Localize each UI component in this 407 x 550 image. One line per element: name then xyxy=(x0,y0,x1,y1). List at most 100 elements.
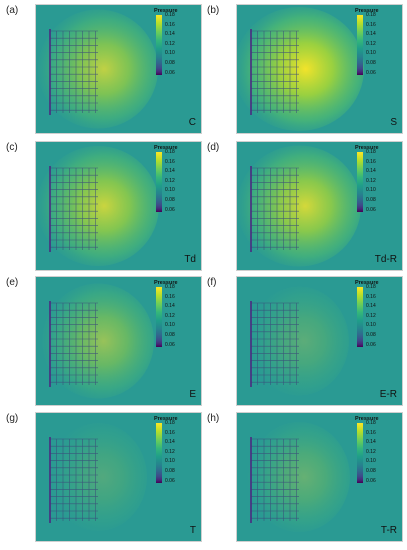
panel-letter: (c) xyxy=(6,142,18,153)
pressure-field xyxy=(236,276,403,406)
colorbar-tick: 0.06 xyxy=(366,477,376,484)
pressure-legend: Pressure 0.18 0.16 0.14 0.12 0.10 0.08 0.06 xyxy=(355,280,399,350)
colorbar-tick: 0.14 xyxy=(366,31,376,38)
colorbar-tick: 0.16 xyxy=(366,158,376,165)
pressure-field xyxy=(236,4,403,134)
pressure-bulge xyxy=(248,422,350,532)
colorbar-tick: 0.14 xyxy=(165,439,175,446)
pressure-panel: Pressure 0.18 0.16 0.14 0.12 0.10 0.08 0.06 C xyxy=(35,4,202,134)
colorbar-tick: 0.18 xyxy=(366,284,376,290)
pressure-legend: Pressure 0.18 0.16 0.14 0.12 0.10 0.08 0.06 xyxy=(154,280,198,350)
colorbar-tick: 0.12 xyxy=(165,448,175,455)
colorbar-tick: 0.10 xyxy=(165,322,175,329)
panel-letter: (g) xyxy=(6,413,19,424)
colorbar-tick: 0.08 xyxy=(165,197,175,203)
pressure-panel: Pressure 0.18 0.16 0.14 0.12 0.10 0.08 0.06 E-R xyxy=(236,276,403,406)
colorbar-tick: 0.14 xyxy=(366,303,376,310)
colorbar-tick: 0.14 xyxy=(165,31,175,38)
colorbar xyxy=(357,152,363,212)
pressure-legend: Pressure 0.18 0.16 0.14 0.12 0.10 0.08 0.06 xyxy=(154,8,198,78)
legend-title: Pressure xyxy=(154,416,178,422)
colorbar-tick: 0.16 xyxy=(366,429,376,436)
colorbar-tick: 0.06 xyxy=(165,206,175,213)
colorbar-tick: 0.10 xyxy=(366,50,376,57)
pressure-panel: Pressure 0.18 0.16 0.14 0.12 0.10 0.08 0.06 E xyxy=(35,276,202,406)
pressure-field xyxy=(35,412,202,542)
colorbar-tick: 0.18 xyxy=(165,420,175,426)
legend-title: Pressure xyxy=(154,145,178,151)
legend-title: Pressure xyxy=(355,416,379,422)
colorbar-tick: 0.12 xyxy=(366,177,376,184)
colorbar xyxy=(156,287,162,347)
pressure-field xyxy=(35,276,202,406)
colorbar-tick: 0.16 xyxy=(366,293,376,300)
case-label: T-R xyxy=(380,525,397,536)
colorbar-tick: 0.06 xyxy=(366,341,376,348)
colorbar-tick: 0.08 xyxy=(366,197,376,203)
colorbar-tick: 0.12 xyxy=(165,177,175,184)
panel-letter: (a) xyxy=(6,5,19,16)
pressure-bulge xyxy=(237,7,364,131)
legend-title: Pressure xyxy=(355,145,379,151)
colorbar-tick: 0.14 xyxy=(366,168,376,175)
pressure-panel: Pressure 0.18 0.16 0.14 0.12 0.10 0.08 0.06 S xyxy=(236,4,403,134)
colorbar-tick: 0.16 xyxy=(165,21,175,28)
colorbar-tick: 0.10 xyxy=(366,322,376,329)
pressure-bulge xyxy=(42,283,154,399)
pressure-panel: Pressure 0.18 0.16 0.14 0.12 0.10 0.08 0.06 Td xyxy=(35,141,202,271)
pressure-bulge xyxy=(38,9,158,129)
case-label: E xyxy=(189,389,196,400)
rod-array xyxy=(49,438,98,521)
pressure-bulge xyxy=(37,146,159,266)
colorbar xyxy=(156,15,162,75)
case-label: C xyxy=(188,117,196,128)
colorbar-tick: 0.14 xyxy=(366,439,376,446)
colorbar-tick: 0.06 xyxy=(366,69,376,76)
pressure-legend: Pressure 0.18 0.16 0.14 0.12 0.10 0.08 0.06 xyxy=(355,416,399,486)
pressure-panel: Pressure 0.18 0.16 0.14 0.12 0.10 0.08 0.06 Td-R xyxy=(236,141,403,271)
pressure-field xyxy=(35,4,202,134)
rod-array xyxy=(250,30,299,113)
pressure-panel: Pressure 0.18 0.16 0.14 0.12 0.10 0.08 0.06 T xyxy=(35,412,202,542)
colorbar-tick: 0.14 xyxy=(165,168,175,175)
colorbar xyxy=(357,287,363,347)
pressure-legend: Pressure 0.18 0.16 0.14 0.12 0.10 0.08 0.06 xyxy=(154,416,198,486)
colorbar xyxy=(156,152,162,212)
colorbar-tick: 0.10 xyxy=(165,50,175,57)
colorbar-tick: 0.18 xyxy=(165,12,175,18)
panel-letter: (e) xyxy=(6,277,19,288)
colorbar-tick: 0.08 xyxy=(366,468,376,474)
colorbar-tick: 0.06 xyxy=(165,69,175,76)
panel-letter: (f) xyxy=(207,277,217,288)
colorbar-tick: 0.18 xyxy=(366,12,376,18)
pressure-bulge xyxy=(237,145,361,267)
pressure-legend: Pressure 0.18 0.16 0.14 0.12 0.10 0.08 0.06 xyxy=(355,145,399,215)
colorbar-tick: 0.08 xyxy=(366,332,376,338)
colorbar-tick: 0.06 xyxy=(165,477,175,484)
colorbar-tick: 0.16 xyxy=(165,158,175,165)
colorbar-tick: 0.18 xyxy=(165,284,175,290)
colorbar-tick: 0.16 xyxy=(165,429,175,436)
colorbar-tick: 0.12 xyxy=(165,40,175,47)
colorbar-tick: 0.14 xyxy=(165,303,175,310)
pressure-panel: Pressure 0.18 0.16 0.14 0.12 0.10 0.08 0.06 T-R xyxy=(236,412,403,542)
colorbar-tick: 0.18 xyxy=(366,420,376,426)
legend-title: Pressure xyxy=(154,280,178,286)
colorbar-tick: 0.12 xyxy=(366,448,376,455)
colorbar-tick: 0.06 xyxy=(366,206,376,213)
pressure-field xyxy=(236,412,403,542)
colorbar-tick: 0.10 xyxy=(366,458,376,465)
colorbar-tick: 0.16 xyxy=(165,293,175,300)
panel-letter: (h) xyxy=(207,413,220,424)
colorbar-tick: 0.12 xyxy=(165,312,175,319)
legend-title: Pressure xyxy=(355,8,379,14)
colorbar-tick: 0.06 xyxy=(165,341,175,348)
pressure-field xyxy=(236,141,403,271)
case-label: E-R xyxy=(379,389,397,400)
colorbar-tick: 0.12 xyxy=(366,312,376,319)
pressure-bulge xyxy=(249,286,349,396)
colorbar xyxy=(156,423,162,483)
legend-title: Pressure xyxy=(355,280,379,286)
colorbar-tick: 0.10 xyxy=(165,458,175,465)
colorbar-tick: 0.08 xyxy=(165,332,175,338)
